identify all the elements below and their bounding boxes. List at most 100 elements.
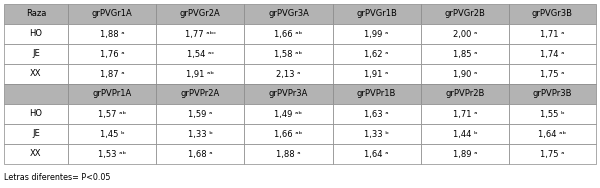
- Text: grPVGr1A: grPVGr1A: [92, 10, 133, 18]
- Bar: [68, 24, 156, 44]
- Bar: [421, 44, 509, 64]
- Text: 1,64 ᵃᵇ: 1,64 ᵃᵇ: [538, 130, 566, 139]
- Text: 1,71 ᵃ: 1,71 ᵃ: [452, 109, 477, 118]
- Bar: [421, 84, 509, 104]
- Text: 1,91 ᵃᵇ: 1,91 ᵃᵇ: [186, 70, 214, 79]
- Bar: [68, 124, 156, 144]
- Bar: [509, 24, 596, 44]
- Text: 1,99 ᵃ: 1,99 ᵃ: [364, 30, 389, 39]
- Text: 1,88 ᵃ: 1,88 ᵃ: [100, 30, 124, 39]
- Text: 2,13 ᵃ: 2,13 ᵃ: [276, 70, 301, 79]
- Bar: [509, 124, 596, 144]
- Text: 1,55 ᵇ: 1,55 ᵇ: [540, 109, 565, 118]
- Bar: [509, 4, 596, 24]
- Text: 1,66 ᵃᵇ: 1,66 ᵃᵇ: [274, 30, 302, 39]
- Bar: [4, 24, 68, 44]
- Bar: [332, 104, 421, 124]
- Text: 1,77 ᵃᵇᶜ: 1,77 ᵃᵇᶜ: [185, 30, 216, 39]
- Text: 1,33 ᵇ: 1,33 ᵇ: [188, 130, 212, 139]
- Text: 1,90 ᵃ: 1,90 ᵃ: [452, 70, 477, 79]
- Bar: [332, 144, 421, 164]
- Bar: [244, 124, 332, 144]
- Bar: [156, 84, 244, 104]
- Text: 1,75 ᵃ: 1,75 ᵃ: [540, 70, 565, 79]
- Bar: [509, 44, 596, 64]
- Text: 1,89 ᵃ: 1,89 ᵃ: [452, 149, 477, 158]
- Bar: [244, 4, 332, 24]
- Text: XX: XX: [30, 149, 42, 158]
- Text: XX: XX: [30, 70, 42, 79]
- Bar: [509, 144, 596, 164]
- Text: grPVPr2A: grPVPr2A: [181, 89, 220, 99]
- Bar: [156, 24, 244, 44]
- Text: HO: HO: [29, 30, 43, 39]
- Text: 1,85 ᵃ: 1,85 ᵃ: [452, 49, 477, 58]
- Text: 1,63 ᵃ: 1,63 ᵃ: [364, 109, 389, 118]
- Text: 1,66 ᵃᵇ: 1,66 ᵃᵇ: [274, 130, 302, 139]
- Bar: [332, 24, 421, 44]
- Text: 1,49 ᵃᵇ: 1,49 ᵃᵇ: [274, 109, 302, 118]
- Bar: [4, 64, 68, 84]
- Bar: [421, 64, 509, 84]
- Bar: [509, 84, 596, 104]
- Text: grPVPr1B: grPVPr1B: [357, 89, 397, 99]
- Text: 1,68 ᵃ: 1,68 ᵃ: [188, 149, 212, 158]
- Text: 1,76 ᵃ: 1,76 ᵃ: [100, 49, 124, 58]
- Bar: [244, 24, 332, 44]
- Text: 1,87 ᵃ: 1,87 ᵃ: [100, 70, 124, 79]
- Bar: [244, 64, 332, 84]
- Bar: [332, 84, 421, 104]
- Text: 2,00 ᵃ: 2,00 ᵃ: [452, 30, 477, 39]
- Bar: [332, 124, 421, 144]
- Bar: [509, 64, 596, 84]
- Text: 1,58 ᵃᵇ: 1,58 ᵃᵇ: [274, 49, 302, 58]
- Text: grPVPr3B: grPVPr3B: [533, 89, 572, 99]
- Bar: [4, 104, 68, 124]
- Bar: [68, 44, 156, 64]
- Bar: [156, 104, 244, 124]
- Text: grPVGr3B: grPVGr3B: [532, 10, 573, 18]
- Bar: [244, 104, 332, 124]
- Bar: [68, 64, 156, 84]
- Text: 1,91 ᵃ: 1,91 ᵃ: [364, 70, 389, 79]
- Bar: [156, 4, 244, 24]
- Text: 1,75 ᵃ: 1,75 ᵃ: [540, 149, 565, 158]
- Text: 1,64 ᵃ: 1,64 ᵃ: [364, 149, 389, 158]
- Bar: [332, 44, 421, 64]
- Bar: [68, 144, 156, 164]
- Text: 1,54 ᵃᶜ: 1,54 ᵃᶜ: [187, 49, 214, 58]
- Bar: [421, 4, 509, 24]
- Bar: [4, 4, 68, 24]
- Bar: [156, 144, 244, 164]
- Bar: [156, 124, 244, 144]
- Text: grPVGr2A: grPVGr2A: [180, 10, 221, 18]
- Text: Raza: Raza: [26, 10, 46, 18]
- Bar: [509, 104, 596, 124]
- Bar: [421, 24, 509, 44]
- Text: grPVPr1A: grPVPr1A: [92, 89, 131, 99]
- Bar: [332, 4, 421, 24]
- Text: grPVPr2B: grPVPr2B: [445, 89, 485, 99]
- Text: grPVGr3A: grPVGr3A: [268, 10, 309, 18]
- Text: 1,33 ᵇ: 1,33 ᵇ: [364, 130, 389, 139]
- Text: JE: JE: [32, 130, 40, 139]
- Bar: [244, 44, 332, 64]
- Text: 1,59 ᵃ: 1,59 ᵃ: [188, 109, 212, 118]
- Bar: [421, 124, 509, 144]
- Text: grPVGr1B: grPVGr1B: [356, 10, 397, 18]
- Text: 1,71 ᵃ: 1,71 ᵃ: [540, 30, 565, 39]
- Text: HO: HO: [29, 109, 43, 118]
- Bar: [4, 124, 68, 144]
- Text: 1,74 ᵃ: 1,74 ᵃ: [540, 49, 565, 58]
- Text: Letras diferentes= P<0.05: Letras diferentes= P<0.05: [4, 174, 110, 183]
- Text: 1,57 ᵃᵇ: 1,57 ᵃᵇ: [98, 109, 126, 118]
- Bar: [4, 144, 68, 164]
- Text: 1,53 ᵃᵇ: 1,53 ᵃᵇ: [98, 149, 126, 158]
- Bar: [156, 44, 244, 64]
- Text: 1,62 ᵃ: 1,62 ᵃ: [364, 49, 389, 58]
- Text: 1,88 ᵃ: 1,88 ᵃ: [276, 149, 301, 158]
- Text: JE: JE: [32, 49, 40, 58]
- Bar: [4, 44, 68, 64]
- Text: grPVGr2B: grPVGr2B: [445, 10, 485, 18]
- Text: 1,44 ᵇ: 1,44 ᵇ: [452, 130, 477, 139]
